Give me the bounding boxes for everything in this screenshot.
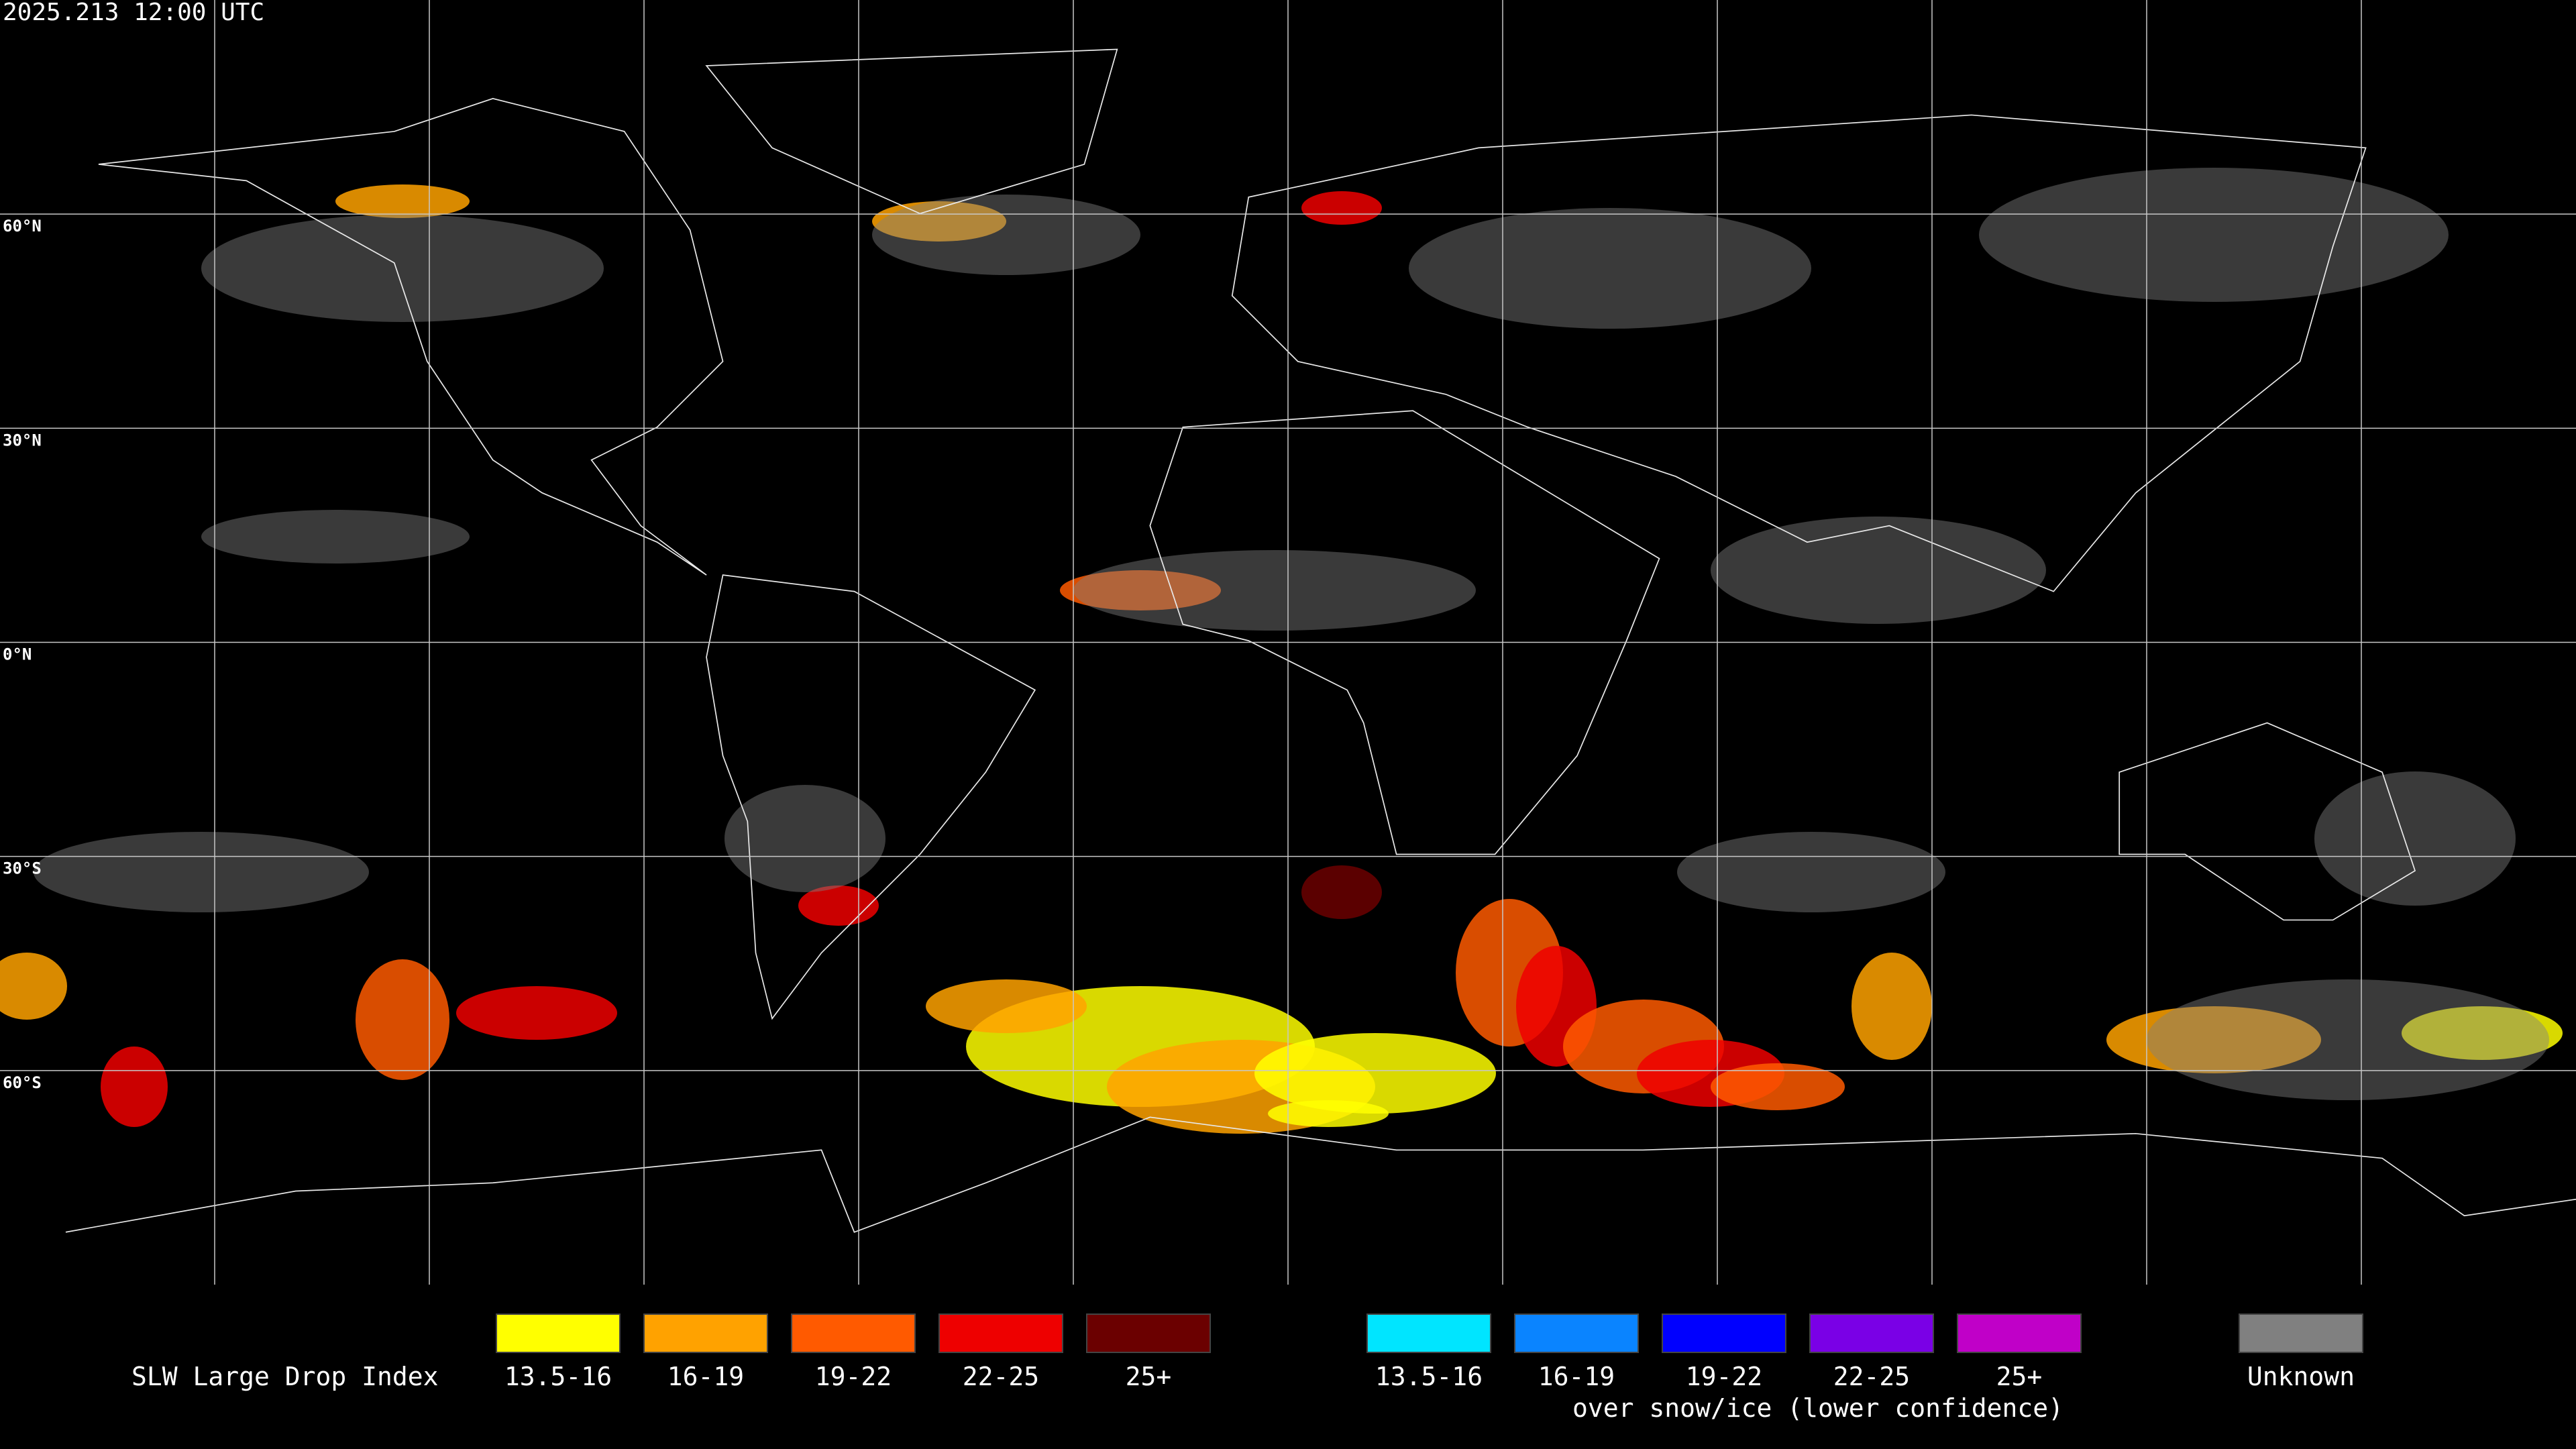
coast-greenland — [705, 48, 1118, 215]
cloud-blob — [1851, 953, 1932, 1060]
legend-swatch — [1514, 1313, 1639, 1353]
cloud-blob — [0, 953, 67, 1020]
coast-south-america — [706, 574, 1036, 1020]
legend-swatch — [496, 1313, 621, 1353]
legend-label: 13.5-16 — [504, 1362, 612, 1391]
cloud-blob — [1711, 1063, 1845, 1110]
cloud-blob — [926, 979, 1087, 1033]
legend-title: SLW Large Drop Index — [131, 1362, 439, 1391]
cloud-blob — [872, 201, 1006, 241]
legend-swatch — [1366, 1313, 1491, 1353]
latitude-label: 60°S — [3, 1073, 42, 1092]
legend-label: 25+ — [1996, 1362, 2043, 1391]
coast-eurasia — [1231, 114, 2367, 592]
legend-swatch — [1086, 1313, 1211, 1353]
unknown-cloud — [1073, 550, 1476, 631]
latitude-label: 0°N — [3, 645, 32, 664]
legend-swatch — [1809, 1313, 1934, 1353]
cloud-blob — [356, 959, 449, 1080]
latitude-label: 30°N — [3, 431, 42, 449]
cloud-field — [0, 168, 2563, 1134]
unknown-cloud — [1677, 832, 1945, 912]
cloud-blob — [2402, 1006, 2563, 1060]
latitude-label: 60°N — [3, 217, 42, 235]
graticule — [0, 0, 2576, 1285]
cloud-blob — [1301, 191, 1382, 225]
legend-label: 16-19 — [1538, 1362, 1615, 1391]
legend-swatch — [938, 1313, 1063, 1353]
coast-antarctica — [65, 1116, 2576, 1233]
unknown-cloud — [872, 195, 1140, 275]
cloud-blob — [456, 986, 617, 1040]
timestamp: 2025.213 12:00 UTC — [3, 0, 264, 26]
unknown-cloud — [201, 215, 604, 322]
legend-swatch — [791, 1313, 916, 1353]
unknown-cloud — [1409, 208, 1811, 329]
unknown-cloud — [1979, 168, 2449, 302]
coast-north-america — [98, 98, 724, 576]
coast-africa — [1149, 410, 1660, 855]
legend-label: 16-19 — [667, 1362, 744, 1391]
unknown-cloud — [724, 785, 885, 892]
cloud-blob — [2106, 1006, 2321, 1073]
unknown-cloud — [2147, 979, 2549, 1100]
unknown-cloud — [201, 510, 470, 564]
unknown-cloud — [34, 832, 369, 912]
latitude-label: 30°S — [3, 859, 42, 878]
cloud-blob — [1254, 1033, 1496, 1114]
legend-swatch — [2239, 1313, 2363, 1353]
legend-label: 13.5-16 — [1375, 1362, 1483, 1391]
legend-label: 19-22 — [1686, 1362, 1762, 1391]
legend-label: 22-25 — [1833, 1362, 1910, 1391]
cloud-blob — [1268, 1100, 1389, 1127]
cloud-blob — [1060, 570, 1221, 610]
legend-swatch — [643, 1313, 768, 1353]
legend-label: Unknown — [2247, 1362, 2355, 1391]
legend-label: 25+ — [1126, 1362, 1172, 1391]
cloud-blob — [1301, 865, 1382, 919]
legend-swatch — [1957, 1313, 2082, 1353]
cloud-blob — [101, 1046, 168, 1127]
cloud-blob — [335, 184, 470, 218]
legend-swatch — [1662, 1313, 1786, 1353]
legend-label: 22-25 — [963, 1362, 1039, 1391]
legend: SLW Large Drop Index over snow/ice (lowe… — [131, 1313, 2363, 1423]
unknown-cloud — [1711, 517, 2046, 624]
legend-label: 19-22 — [815, 1362, 892, 1391]
coast-australia — [2118, 722, 2416, 921]
unknown-cloud — [2314, 771, 2516, 906]
coastlines — [65, 48, 2576, 1233]
legend-snow-note: over snow/ice (lower confidence) — [1572, 1393, 2063, 1423]
